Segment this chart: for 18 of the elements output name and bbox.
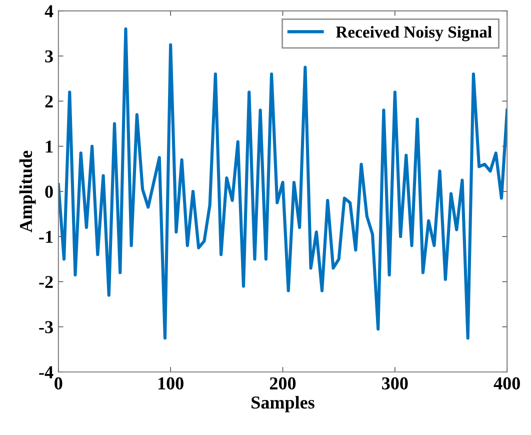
y-tick-label: -4 [39, 366, 54, 378]
x-tick-label: 100 [158, 377, 184, 390]
y-tick-label: -3 [39, 321, 53, 334]
x-axis-title: Samples [252, 396, 314, 412]
y-tick-label: 3 [45, 50, 53, 62]
x-tick-label: 300 [382, 377, 408, 390]
y-tick-label: 0 [45, 186, 53, 198]
line-series [58, 27, 508, 340]
y-axis-title: Amplitude [19, 150, 36, 232]
y-tick-label: 4 [44, 5, 54, 18]
x-tick-label: 0 [54, 377, 62, 390]
legend-label: Received Noisy Signal [336, 26, 492, 42]
x-tick-label: 400 [494, 377, 520, 390]
y-tick-label: -2 [39, 276, 53, 288]
y-tick-label: 2 [45, 95, 53, 108]
y-tick-label: -1 [39, 230, 53, 243]
x-tick-label: 200 [270, 377, 296, 390]
y-tick-label: 1 [46, 140, 53, 153]
